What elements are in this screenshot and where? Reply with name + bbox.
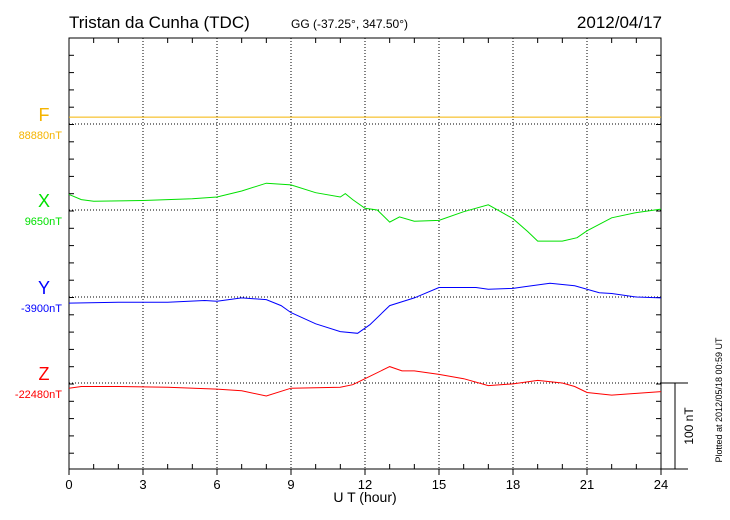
series-z-baseline-label: -22480nT: [15, 389, 62, 401]
series-f-baseline-label: 88880nT: [19, 130, 63, 142]
series-z-label: Z: [39, 364, 50, 384]
series-z-line: [68, 366, 662, 397]
chart-date: 2012/04/17: [577, 13, 662, 32]
x-tick-label: 12: [358, 477, 372, 492]
x-tick-label: 15: [432, 477, 446, 492]
series-y-line: [68, 282, 662, 334]
series-y-label: Y: [38, 278, 50, 298]
series-f-label: F: [39, 105, 50, 125]
chart-subtitle: GG (-37.25°, 347.50°): [291, 17, 408, 31]
x-axis-label: U T (hour): [333, 489, 396, 505]
x-tick-label: 6: [213, 477, 220, 492]
x-tick-label: 3: [139, 477, 146, 492]
plotted-at-footer: Plotted at 2012/05/18 00:59 UT: [714, 337, 724, 463]
x-tick-label: 24: [654, 477, 668, 492]
x-tick-label: 9: [287, 477, 294, 492]
series-x-line: [68, 182, 662, 242]
x-tick-label: 18: [506, 477, 520, 492]
series-x-label: X: [38, 191, 50, 211]
series-y-baseline-label: -3900nT: [21, 303, 62, 315]
x-tick-label: 0: [65, 477, 72, 492]
scale-label: 100 nT: [682, 407, 696, 445]
x-tick-label: 21: [580, 477, 594, 492]
chart-title: Tristan da Cunha (TDC): [69, 13, 250, 32]
series-x-baseline-label: 9650nT: [25, 216, 63, 228]
